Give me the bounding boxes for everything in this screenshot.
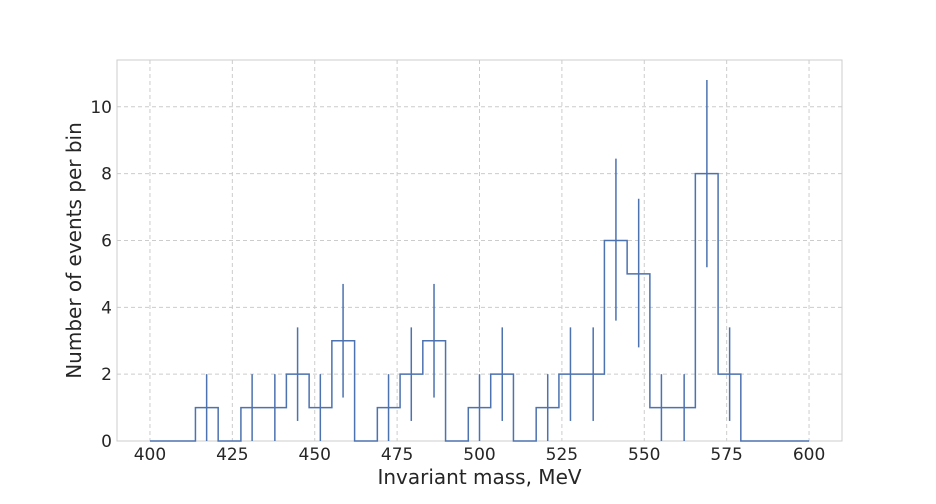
x-tick-label: 450	[299, 445, 331, 465]
x-tick-label: 500	[463, 445, 495, 465]
y-tick-label: 6	[101, 231, 112, 251]
x-tick-label: 400	[134, 445, 166, 465]
x-tick-label: 600	[793, 445, 825, 465]
x-tick-label: 525	[546, 445, 578, 465]
y-tick-label: 8	[101, 165, 112, 185]
x-axis-label: Invariant mass, MeV	[377, 465, 581, 489]
y-tick-label: 4	[101, 298, 112, 318]
histogram-step-line	[149, 172, 810, 442]
y-axis-ticks: 0 2 4 6 8 10	[90, 98, 112, 452]
x-tick-label: 425	[216, 445, 248, 465]
x-axis-ticks: 400 425 450 475 500 525 550 575 600	[134, 445, 826, 465]
y-tick-label: 2	[101, 365, 112, 385]
y-tick-label: 0	[101, 432, 112, 452]
x-tick-label: 575	[710, 445, 742, 465]
y-axis-label: Number of events per bin	[62, 122, 86, 379]
x-tick-label: 475	[381, 445, 413, 465]
y-tick-label: 10	[90, 98, 112, 118]
x-tick-label: 550	[628, 445, 660, 465]
